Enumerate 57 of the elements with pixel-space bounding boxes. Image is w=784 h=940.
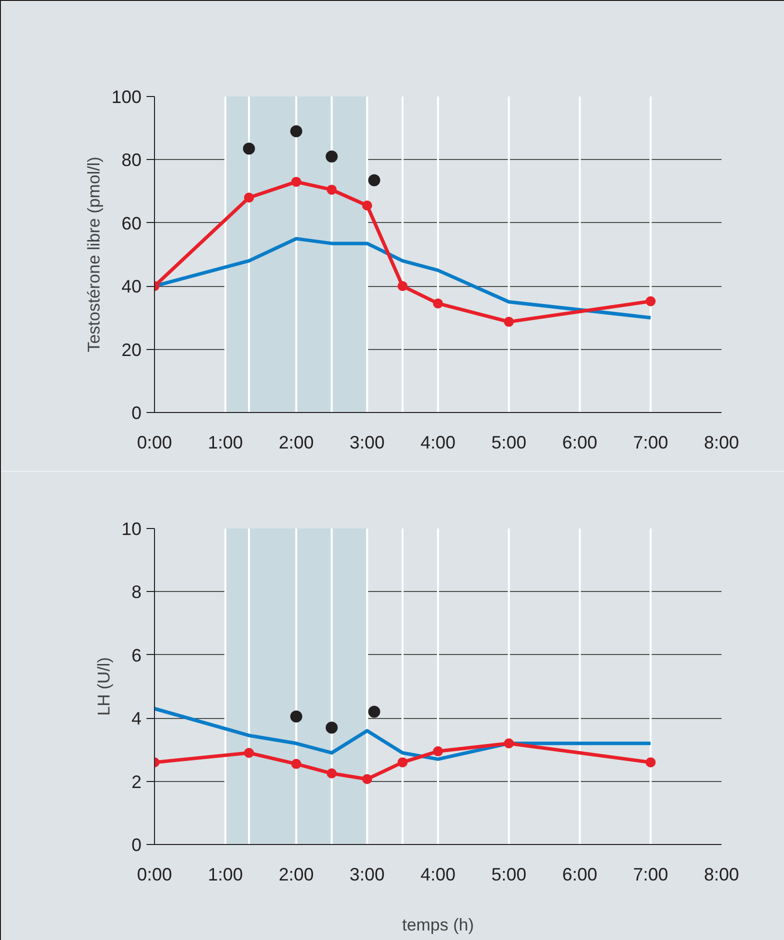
point [244, 192, 254, 203]
y-axis-title: Testostérone libre (pmol/l) [84, 156, 104, 352]
point [326, 768, 337, 778]
x-tick-label: 8:00 [704, 864, 740, 884]
point [326, 184, 337, 195]
y-axis-title: LH (U/l) [94, 657, 114, 716]
x-tick-label: 4:00 [420, 432, 456, 452]
y-tick-label: 100 [111, 87, 142, 107]
point [290, 125, 302, 138]
x-tick-label: 6:00 [562, 864, 598, 884]
x-tick-label: 3:00 [350, 432, 385, 452]
x-tick-label: 5:00 [491, 432, 526, 452]
x-tick-label: 3:00 [350, 864, 385, 884]
x-tick-label: 0:00 [136, 864, 172, 884]
x-axis-title: temps (h) [402, 916, 474, 934]
point [362, 774, 372, 784]
x-tick-label: 5:00 [491, 864, 526, 884]
y-tick-label: 8 [131, 582, 142, 602]
point [244, 748, 254, 758]
point [504, 316, 514, 327]
x-tick-label: 4:00 [420, 864, 456, 884]
x-tick-label: 2:00 [278, 432, 314, 452]
x-tick-label: 2:00 [278, 864, 314, 884]
point [326, 150, 338, 163]
point [433, 746, 443, 756]
point [368, 174, 380, 186]
x-tick-label: 0:00 [136, 432, 172, 452]
y-tick-label: 0 [131, 835, 142, 855]
point [398, 757, 408, 768]
line-series [154, 706, 652, 761]
x-tick-label: 1:00 [208, 864, 243, 884]
point [646, 296, 656, 306]
y-tick-label: 0 [131, 403, 142, 423]
y-tick-label: 10 [121, 519, 142, 539]
point [504, 738, 514, 748]
x-tick-label: 1:00 [208, 432, 243, 452]
point [398, 281, 408, 292]
y-tick-label: 40 [121, 276, 142, 297]
x-tick-label: 6:00 [562, 432, 598, 452]
x-tick-label: 7:00 [633, 432, 668, 452]
x-tick-label: 7:00 [633, 864, 668, 884]
point [646, 757, 656, 768]
y-tick-label: 2 [131, 772, 142, 792]
y-tick-label: 20 [121, 340, 142, 360]
point [290, 710, 302, 723]
y-tick-label: 80 [121, 150, 142, 170]
y-tick-label: 4 [131, 708, 142, 729]
point [326, 722, 338, 734]
x-tick-label: 8:00 [704, 432, 740, 452]
point [368, 706, 380, 718]
point [291, 176, 302, 187]
y-tick-label: 6 [131, 645, 142, 666]
y-tick-label: 60 [121, 213, 142, 234]
point [291, 758, 302, 769]
point [433, 298, 443, 308]
point [242, 142, 255, 155]
point [362, 200, 372, 211]
